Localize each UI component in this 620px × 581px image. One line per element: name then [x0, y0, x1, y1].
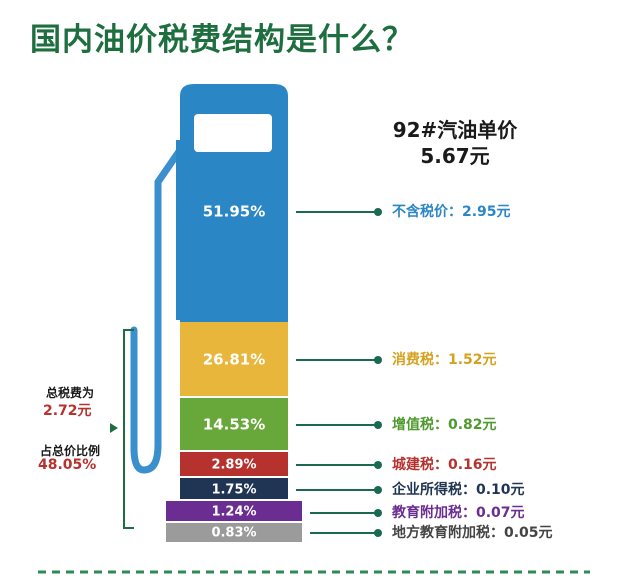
tax-bracket	[123, 329, 134, 529]
segment-group: 51.95% 不含税价：2.95元 26.81% 消费税：1.52元 14.53% 增值税…	[166, 203, 553, 542]
segment-share-label: 1.24%	[211, 505, 256, 520]
segment-bar	[180, 398, 288, 450]
segment-bar	[180, 478, 288, 499]
segment-amount-label: 企业所得税：0.10元	[391, 481, 525, 498]
segment-amount-label: 地方教育附加税：0.05元	[392, 524, 553, 541]
price-caption: 92#汽油单价 5.67元	[360, 117, 550, 169]
segment-bar	[166, 523, 302, 542]
segment-share-label: 0.83%	[211, 526, 256, 541]
total-tax-label: 总税费为	[46, 386, 95, 400]
segment-amount-label: 教育附加税：0.07元	[392, 504, 525, 521]
leader-dot	[374, 208, 382, 216]
segment-bar	[180, 452, 288, 476]
segment-amount-label: 消费税：1.52元	[392, 351, 497, 368]
segment-bar	[180, 322, 288, 396]
segment-amount-label: 城建税：0.16元	[392, 456, 497, 473]
price-label: 92#汽油单价	[392, 118, 518, 142]
segment-amount-label: 不含税价：2.95元	[392, 203, 511, 220]
segment-share-label: 14.53%	[203, 416, 265, 434]
total-tax-value: 2.72元	[43, 403, 92, 419]
page-title: 国内油价税费结构是什么？	[30, 22, 414, 58]
pump-window-icon	[194, 114, 272, 152]
leader-dot	[374, 461, 382, 469]
leader-dot	[374, 486, 382, 494]
price-value: 5.67元	[420, 144, 490, 168]
segment-share-label: 2.89%	[211, 458, 256, 473]
segment-share-label: 51.95%	[203, 203, 265, 221]
leader-dot	[374, 356, 382, 364]
tax-share-label: 占总价比例	[40, 444, 101, 458]
leader-dot	[374, 509, 382, 517]
bracket-pointer	[110, 423, 118, 433]
leader-dot	[374, 421, 382, 429]
segment-amount-label: 增值税：0.82元	[392, 416, 497, 433]
leader-dot	[374, 529, 382, 537]
segment-share-label: 26.81%	[203, 351, 265, 369]
segment-bar	[166, 501, 302, 521]
nozzle-hose-icon	[130, 140, 186, 474]
tax-share-value: 48.05%	[38, 457, 97, 473]
segment-share-label: 1.75%	[211, 483, 256, 498]
